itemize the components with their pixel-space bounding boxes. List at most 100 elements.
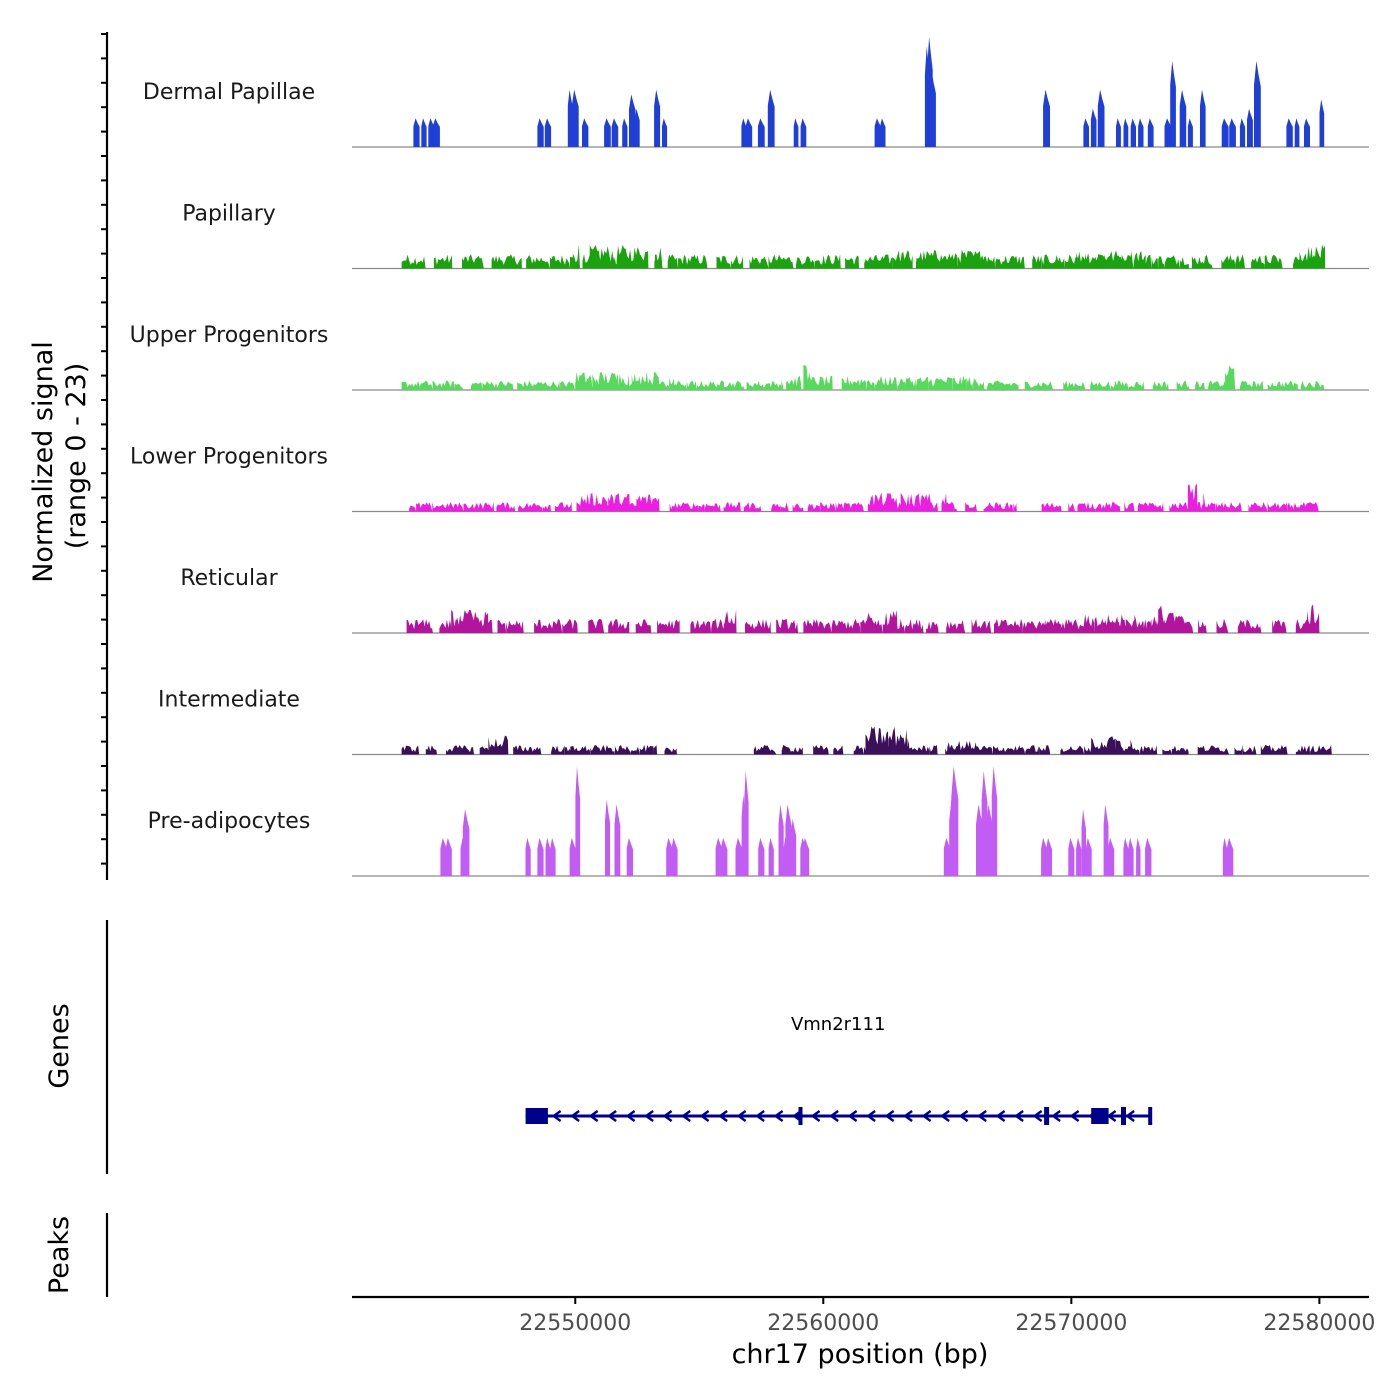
signal-bump <box>845 255 859 269</box>
track-upper-progenitors: Upper Progenitors <box>130 323 1369 391</box>
signal-peak <box>1090 108 1097 147</box>
signal-peak <box>951 766 959 876</box>
signal-bump <box>618 374 630 390</box>
signal-bump <box>952 375 967 390</box>
signal-peak <box>1123 118 1129 147</box>
signal-bump <box>635 619 652 633</box>
signal-bump <box>1198 618 1207 633</box>
signal-peak <box>745 118 753 147</box>
signal-bump <box>1025 745 1040 755</box>
signal-bump <box>590 745 615 755</box>
signal-bump <box>488 735 509 755</box>
signal-bump <box>966 377 974 390</box>
signal-peak <box>605 799 610 876</box>
x-axis: 22550000 22560000 22570000 22580000 chr17 p… <box>352 1295 1375 1370</box>
signal-bump <box>803 365 811 390</box>
signal-bump <box>432 380 455 390</box>
track-label: Pre-adipocytes <box>148 809 311 834</box>
signal-peak <box>1128 837 1134 876</box>
signal-bump <box>743 502 762 512</box>
x-axis-title: chr17 position (bp) <box>732 1339 989 1370</box>
signal-bump <box>1307 604 1320 633</box>
signal-bump <box>1216 618 1229 633</box>
gene-exon <box>1044 1107 1050 1125</box>
track-pre-adipocytes: Pre-adipocytes <box>148 766 1369 877</box>
signal-bump <box>781 380 784 390</box>
gene-strand-arrow <box>551 1110 562 1122</box>
signal-peak <box>569 837 576 876</box>
signal-bump <box>973 378 985 390</box>
signal-bump <box>905 377 916 390</box>
signal-bump <box>608 493 631 512</box>
signal-bump <box>1024 381 1054 390</box>
signal-peak <box>525 837 531 876</box>
signal-peak <box>1247 108 1253 147</box>
signal-peak <box>802 837 810 876</box>
signal-bump <box>1039 745 1051 755</box>
track-reticular: Reticular <box>180 566 1369 634</box>
signal-peak <box>928 70 936 147</box>
gene-strand-arrow <box>977 1110 987 1122</box>
signal-bump <box>1187 483 1198 512</box>
signal-peak <box>735 837 743 876</box>
signal-bump <box>1225 365 1236 390</box>
signal-bump <box>724 609 737 633</box>
signal-peak <box>1081 809 1086 876</box>
signal-bump <box>451 609 483 633</box>
signal-bump <box>993 745 1018 755</box>
signal-bump <box>947 253 958 269</box>
signal-bump <box>926 621 939 633</box>
signal-bump <box>1032 255 1042 269</box>
signal-bump <box>814 254 841 269</box>
signal-bump <box>572 244 580 269</box>
gene-strand-arrow <box>829 1110 839 1122</box>
signal-peak <box>744 770 749 876</box>
peaks-panel-label: Peaks <box>44 1216 75 1294</box>
signal-peak <box>943 837 951 876</box>
signal-peak <box>462 809 470 876</box>
signal-peak <box>1097 89 1105 147</box>
signal-bump <box>776 619 799 633</box>
track-dermal-papillae: Dermal Papillae <box>143 37 1369 148</box>
signal-bump <box>929 745 938 755</box>
signal-bump <box>1140 745 1158 755</box>
signal-bump <box>1076 251 1097 269</box>
signal-bump <box>1272 619 1287 633</box>
gene-strand-arrow <box>1032 1110 1043 1122</box>
signal-bump <box>1115 738 1123 755</box>
signal-bump <box>1295 745 1311 755</box>
x-tick-label: 22570000 <box>1015 1311 1127 1336</box>
track-label: Papillary <box>182 202 276 227</box>
signal-bump <box>947 740 978 755</box>
signal-bump <box>1216 502 1242 512</box>
signal-peak <box>768 837 774 876</box>
signal-peak <box>981 770 988 876</box>
signal-peak <box>440 837 448 876</box>
track-papillary: Papillary <box>182 202 1369 270</box>
gene-strand-arrow <box>625 1110 636 1122</box>
signal-peak <box>1136 837 1141 876</box>
signal-bump <box>1091 736 1116 755</box>
signal-bump <box>1240 380 1264 390</box>
signal-bump <box>1151 256 1159 269</box>
signal-peak <box>1222 837 1228 876</box>
signal-bump <box>1134 614 1145 633</box>
signal-peak <box>622 118 628 147</box>
signal-bump <box>1152 381 1169 390</box>
signal-bump <box>1267 380 1298 390</box>
signal-bump <box>900 493 910 512</box>
signal-bump <box>657 619 680 633</box>
signal-peak <box>1319 99 1325 147</box>
gene-exon <box>525 1108 548 1124</box>
gene-strand-arrow <box>903 1110 913 1122</box>
signal-peak <box>991 766 998 876</box>
signal-bump <box>425 745 437 755</box>
gene-strand-arrow <box>1125 1110 1135 1122</box>
signal-bump <box>1234 747 1243 755</box>
signal-bump <box>1041 618 1062 633</box>
signal-peak <box>1145 837 1152 876</box>
signal-bump <box>1124 502 1135 512</box>
signal-bump <box>763 381 782 390</box>
signal-bump <box>1203 492 1206 512</box>
